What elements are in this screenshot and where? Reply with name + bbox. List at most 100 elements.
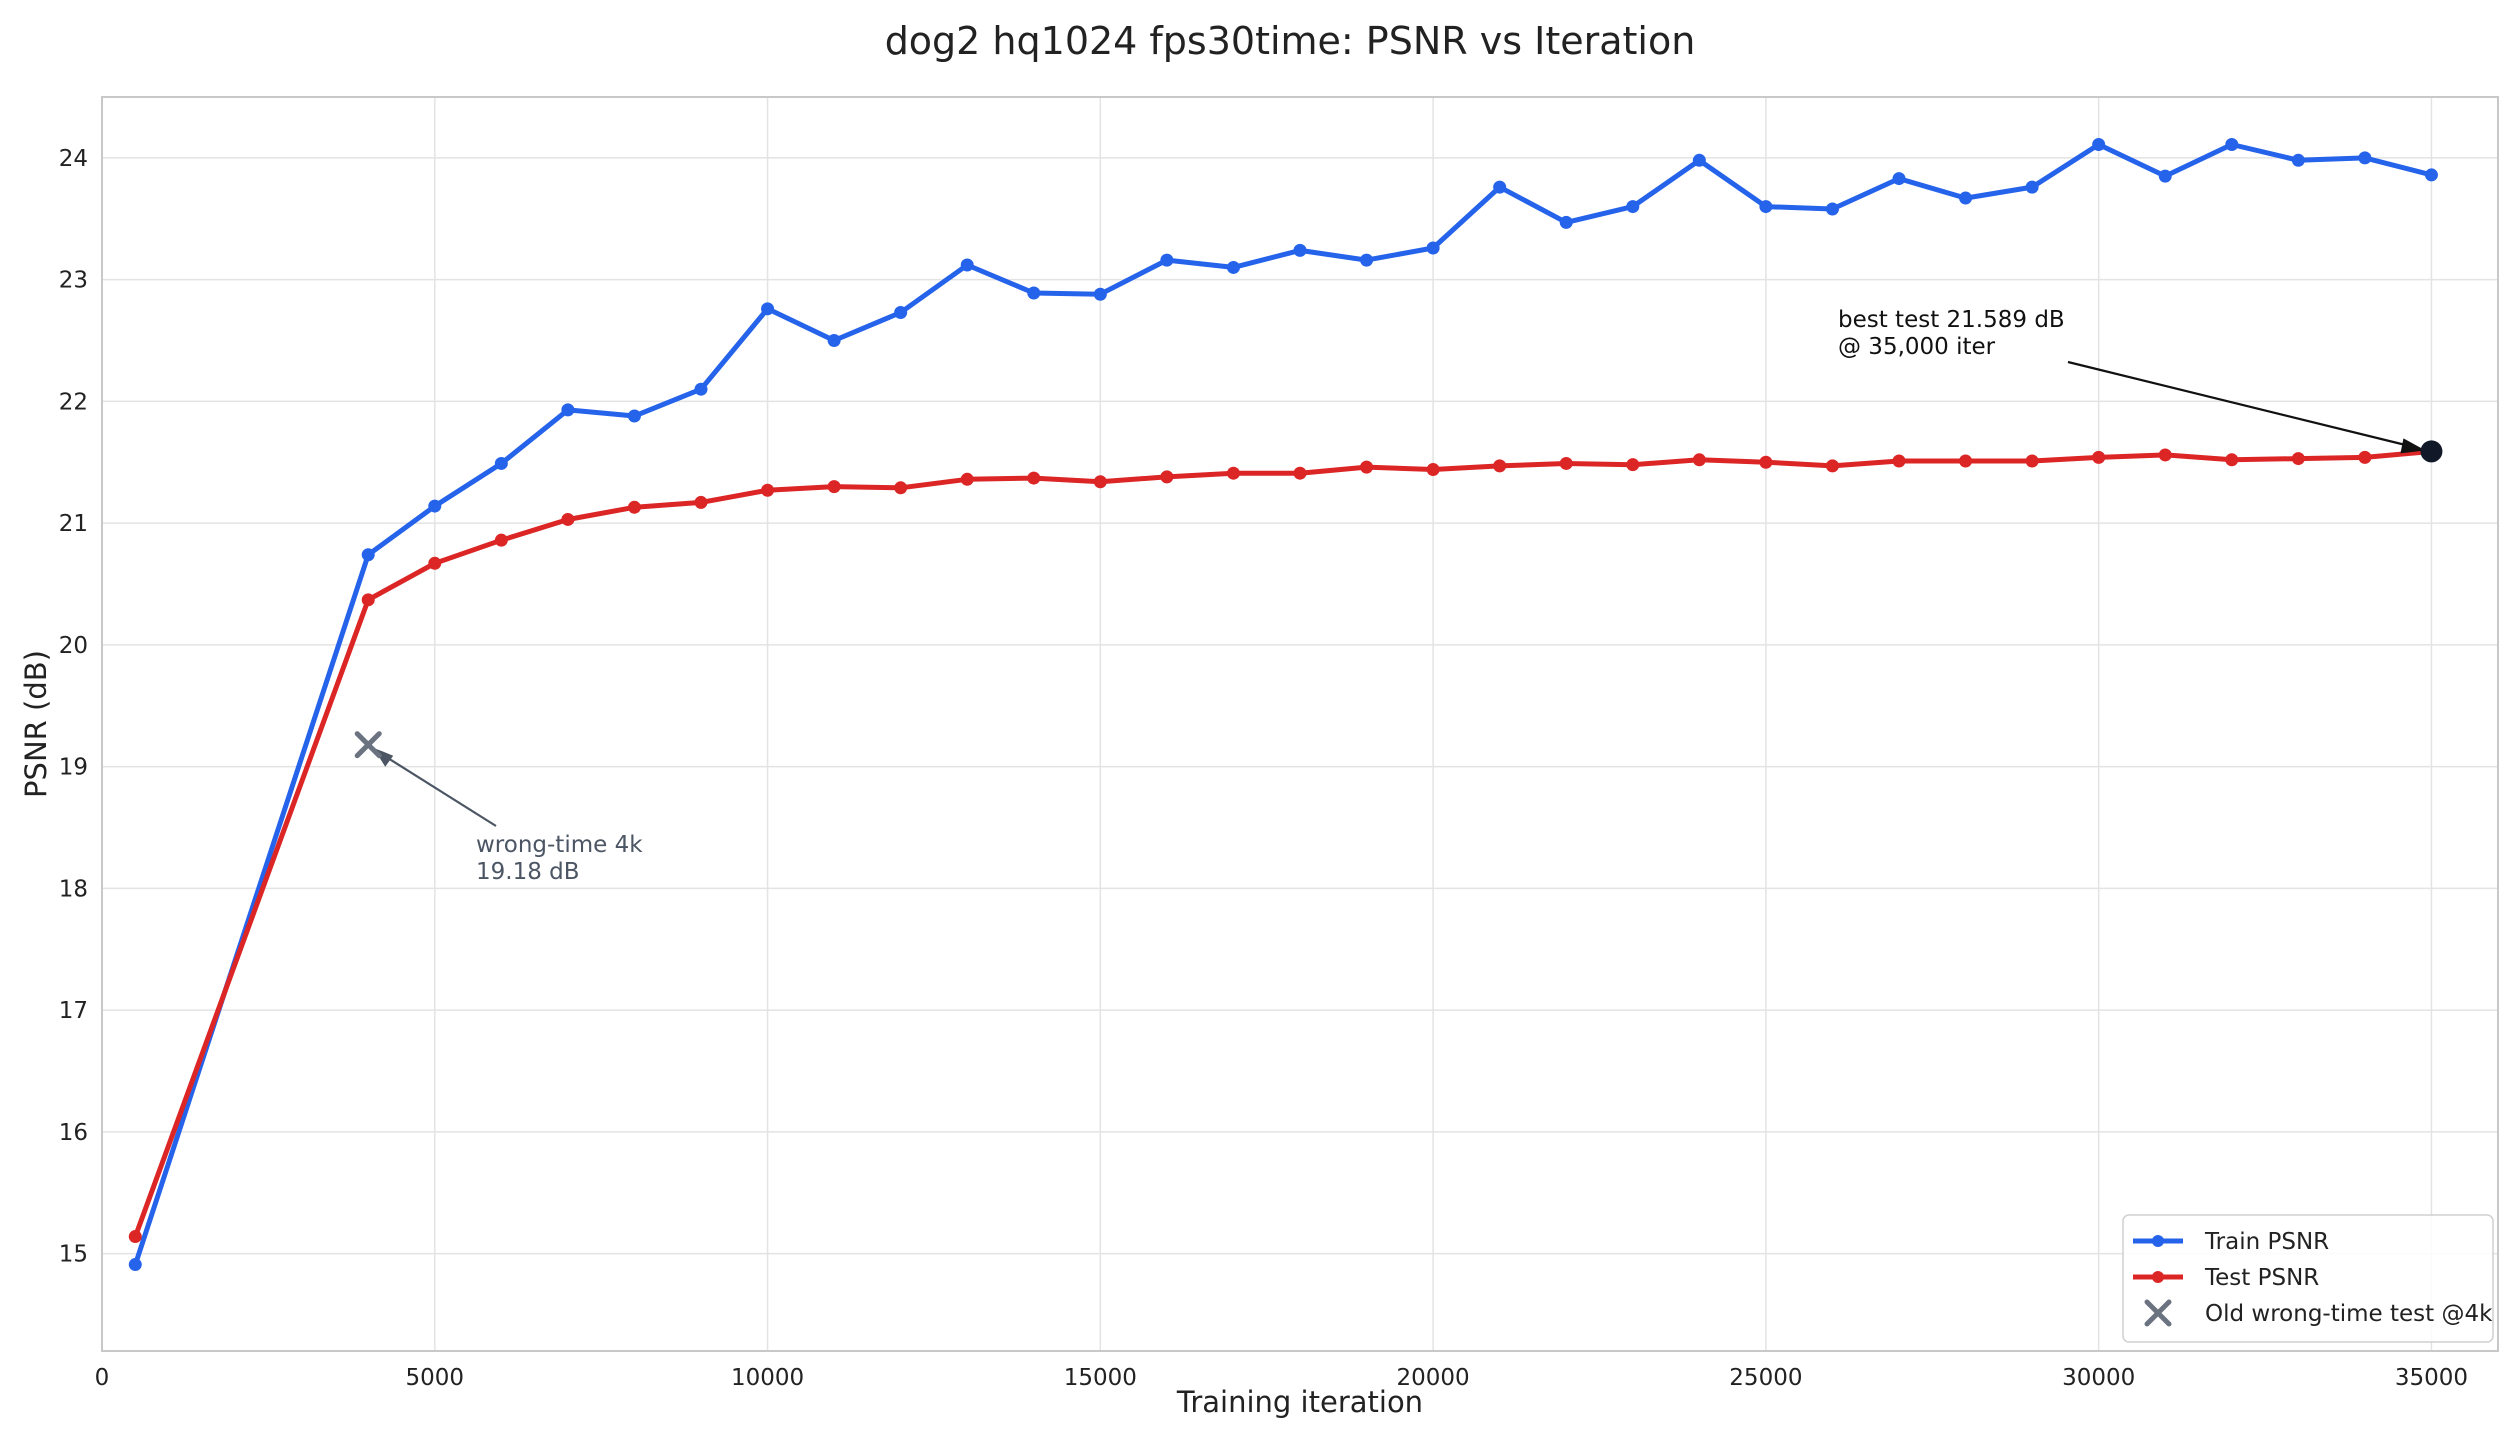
data-point-test xyxy=(1293,466,1307,480)
data-point-test xyxy=(2291,452,2305,466)
y-tick-label: 16 xyxy=(59,1120,88,1146)
x-tick-label: 25000 xyxy=(1729,1365,1802,1391)
data-point-train xyxy=(1626,200,1640,214)
best-test-marker xyxy=(2420,440,2443,463)
y-tick-label: 23 xyxy=(59,268,88,294)
data-point-train xyxy=(2225,137,2239,151)
data-point-train xyxy=(128,1258,142,1272)
wrong-time-annotation: wrong-time 4k 19.18 dB xyxy=(476,832,650,885)
data-point-train xyxy=(1559,215,1573,229)
x-tick-label: 20000 xyxy=(1397,1365,1470,1391)
data-point-train xyxy=(2358,151,2372,165)
data-point-test xyxy=(1027,471,1041,485)
data-point-train xyxy=(1692,153,1706,167)
legend-box xyxy=(2122,1214,2494,1343)
data-point-test xyxy=(960,472,974,486)
chart-title: dog2 hq1024 fps30time: PSNR vs Iteration xyxy=(885,19,1696,63)
wrong-time-x-marker xyxy=(354,731,382,759)
legend-train-dot xyxy=(2152,1235,2164,1247)
data-point-test xyxy=(1160,470,1174,484)
annotations: best test 21.589 dB @ 35,000 iter wrong-… xyxy=(476,307,2072,885)
data-point-train xyxy=(1493,180,1507,194)
wrong-time-arrow xyxy=(375,749,497,827)
data-point-test xyxy=(1759,455,1773,469)
data-point-test xyxy=(1493,459,1507,473)
data-point-train xyxy=(561,403,575,417)
legend-train-label: Train PSNR xyxy=(2204,1229,2329,1255)
data-point-test xyxy=(128,1230,142,1244)
data-point-test xyxy=(1959,454,1973,468)
plot-frame xyxy=(101,96,2499,1352)
data-point-test xyxy=(2358,450,2372,464)
x-tick-label: 35000 xyxy=(2395,1365,2468,1391)
data-point-test xyxy=(1825,459,1839,473)
data-point-train xyxy=(2291,153,2305,167)
y-tick-label: 18 xyxy=(59,876,88,902)
data-point-train xyxy=(694,382,708,396)
y-axis-label: PSNR (dB) xyxy=(19,650,53,798)
x-tick-label: 15000 xyxy=(1064,1365,1137,1391)
data-point-train xyxy=(2158,169,2172,183)
data-point-test xyxy=(494,533,508,547)
data-point-test xyxy=(1360,460,1374,474)
data-point-test xyxy=(1559,456,1573,470)
data-point-test xyxy=(2025,454,2039,468)
x-tick-label: 5000 xyxy=(406,1365,465,1391)
markers xyxy=(354,360,2443,827)
data-point-test xyxy=(1692,453,1706,467)
data-point-train xyxy=(494,456,508,470)
y-tick-label: 20 xyxy=(59,633,88,659)
tick-labels: 0 5000 10000 15000 20000 25000 30000 35000 15 16 1… xyxy=(59,146,2468,1391)
data-point-train xyxy=(1226,260,1240,274)
data-point-test xyxy=(1426,463,1440,477)
data-point-test xyxy=(2225,453,2239,467)
data-point-train xyxy=(1759,200,1773,214)
best-test-line-1: best test 21.589 dB xyxy=(1838,307,2065,333)
series-lines xyxy=(128,137,2438,1272)
data-point-train xyxy=(1293,243,1307,257)
x-tick-label: 10000 xyxy=(731,1365,804,1391)
series-line-train xyxy=(132,142,2434,1268)
data-point-test xyxy=(694,495,708,509)
data-point-train xyxy=(761,302,775,316)
y-tick-label: 19 xyxy=(59,755,88,781)
data-point-test xyxy=(428,556,442,570)
data-point-test xyxy=(1093,475,1107,489)
data-point-train xyxy=(1360,253,1374,267)
data-point-train xyxy=(2092,137,2106,151)
legend: Train PSNR Test PSNR Old wrong-time test… xyxy=(2122,1214,2494,1343)
data-point-test xyxy=(2092,450,2106,464)
x-tick-label: 30000 xyxy=(2062,1365,2135,1391)
data-point-train xyxy=(1426,241,1440,255)
data-point-train xyxy=(1027,286,1041,300)
legend-test-dot xyxy=(2152,1271,2164,1283)
y-tick-label: 21 xyxy=(59,511,88,537)
data-point-test xyxy=(1892,454,1906,468)
y-tick-label: 15 xyxy=(59,1242,88,1268)
data-point-test xyxy=(894,481,908,495)
data-point-train xyxy=(627,409,641,423)
data-point-test xyxy=(827,480,841,494)
data-point-train xyxy=(1160,253,1174,267)
best-test-arrowhead xyxy=(2400,438,2426,454)
grid xyxy=(101,97,2498,1351)
data-point-train xyxy=(2424,168,2438,182)
y-tick-label: 22 xyxy=(59,389,88,415)
y-tick-label: 17 xyxy=(59,998,88,1024)
legend-test-label: Test PSNR xyxy=(2204,1265,2319,1291)
data-point-train xyxy=(1892,172,1906,186)
data-point-train xyxy=(894,305,908,319)
legend-x-marker-icon xyxy=(2144,1299,2172,1327)
data-point-test xyxy=(627,500,641,514)
data-point-train xyxy=(361,548,375,562)
legend-old-test-label: Old wrong-time test @4k xyxy=(2205,1301,2493,1327)
wrong-time-line-1: wrong-time 4k xyxy=(476,832,643,858)
best-test-line-2: @ 35,000 iter xyxy=(1838,334,1996,360)
best-test-annotation: best test 21.589 dB @ 35,000 iter xyxy=(1838,307,2072,360)
data-point-train xyxy=(1093,287,1107,301)
data-point-test xyxy=(761,483,775,497)
data-point-train xyxy=(2025,180,2039,194)
data-point-test xyxy=(1226,466,1240,480)
data-point-train xyxy=(960,258,974,272)
data-point-test xyxy=(1626,458,1640,472)
